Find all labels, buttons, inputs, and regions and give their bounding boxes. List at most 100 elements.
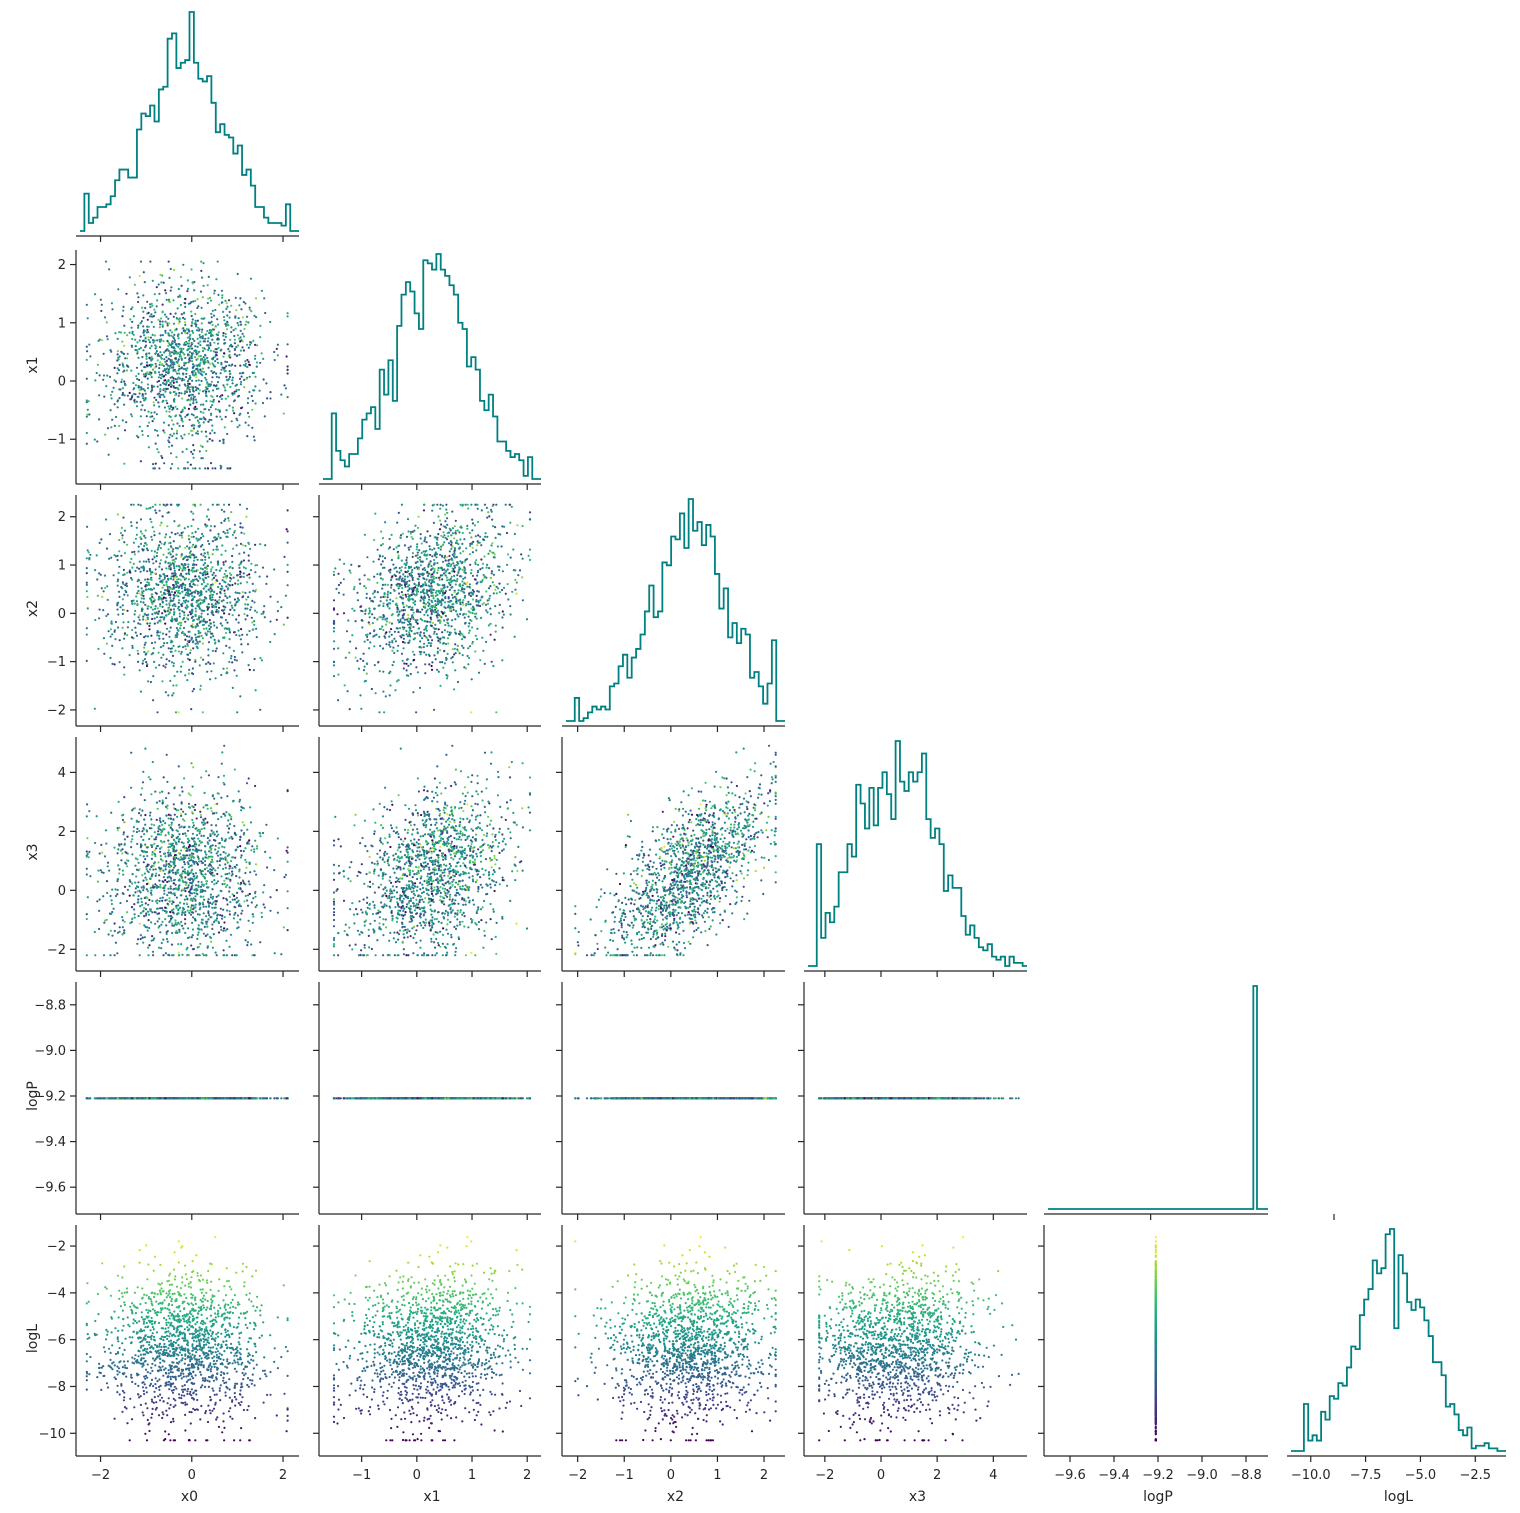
scatter-point: [207, 344, 209, 346]
scatter-point: [144, 307, 146, 309]
scatter-point: [150, 374, 152, 376]
scatter-point: [246, 359, 248, 361]
scatter-point: [261, 290, 263, 292]
scatter-point: [198, 426, 200, 428]
scatter-point: [175, 414, 177, 416]
scatter-point: [209, 322, 211, 324]
scatter-point: [230, 305, 232, 307]
scatter-point: [245, 422, 247, 424]
scatter-point: [229, 373, 231, 375]
scatter-point: [167, 345, 169, 347]
scatter-point: [225, 333, 227, 335]
scatter-point: [220, 395, 222, 397]
scatter-point: [125, 421, 127, 423]
scatter-point: [205, 450, 207, 452]
scatter-point: [215, 351, 217, 353]
scatter-point: [176, 408, 178, 410]
scatter-point: [188, 342, 190, 344]
scatter-point: [131, 321, 133, 323]
scatter-point: [173, 337, 175, 339]
scatter-point: [184, 321, 186, 323]
scatter-point: [287, 396, 289, 398]
scatter-point: [163, 388, 165, 390]
scatter-point: [165, 316, 167, 318]
scatter-point: [197, 369, 199, 371]
scatter-point: [162, 340, 164, 342]
scatter-point: [159, 346, 161, 348]
scatter-point: [144, 346, 146, 348]
scatter-point: [253, 315, 255, 317]
scatter-point: [164, 330, 166, 332]
scatter-point: [191, 325, 193, 327]
scatter-point: [240, 330, 242, 332]
scatter-point: [199, 389, 201, 391]
scatter-point: [97, 364, 99, 366]
scatter-point: [180, 392, 182, 394]
scatter-point: [167, 370, 169, 372]
scatter-point: [141, 320, 143, 322]
scatter-point: [171, 331, 173, 333]
scatter-point: [216, 333, 218, 335]
scatter-point: [208, 367, 210, 369]
scatter-point: [251, 395, 253, 397]
scatter-point: [220, 369, 222, 371]
scatter-point: [181, 313, 183, 315]
scatter-point: [144, 338, 146, 340]
scatter-point: [182, 373, 184, 375]
scatter-point: [186, 389, 188, 391]
scatter-point: [143, 271, 145, 273]
scatter-point: [189, 378, 191, 380]
scatter-point: [178, 337, 180, 339]
scatter-point: [199, 467, 201, 469]
scatter-point: [166, 402, 168, 404]
scatter-point: [259, 325, 261, 327]
scatter-point: [152, 369, 154, 371]
scatter-point: [217, 343, 219, 345]
scatter-point: [86, 443, 88, 445]
scatter-point: [191, 380, 193, 382]
scatter-point: [168, 384, 170, 386]
scatter-point: [152, 463, 154, 465]
scatter-point: [204, 418, 206, 420]
scatter-point: [158, 367, 160, 369]
scatter-point: [146, 326, 148, 328]
scatter-point: [240, 407, 242, 409]
scatter-point: [141, 404, 143, 406]
scatter-point: [229, 467, 231, 469]
scatter-point: [184, 332, 186, 334]
scatter-point: [183, 434, 185, 436]
scatter-point: [117, 288, 119, 290]
scatter-point: [239, 365, 241, 367]
scatter-point: [216, 358, 218, 360]
scatter-point: [136, 341, 138, 343]
scatter-point: [149, 315, 151, 317]
scatter-point: [225, 398, 227, 400]
scatter-point: [152, 420, 154, 422]
scatter-point: [211, 339, 213, 341]
scatter-point: [169, 344, 171, 346]
scatter-point: [195, 320, 197, 322]
scatter-point: [199, 384, 201, 386]
scatter-point: [139, 426, 141, 428]
scatter-point: [188, 433, 190, 435]
scatter-point: [223, 339, 225, 341]
scatter-point: [220, 467, 222, 469]
scatter-point: [104, 316, 106, 318]
scatter-point: [217, 261, 219, 263]
scatter-point: [175, 370, 177, 372]
scatter-point: [153, 418, 155, 420]
scatter-point: [177, 369, 179, 371]
scatter-point: [158, 467, 160, 469]
scatter-point: [240, 350, 242, 352]
scatter-point: [135, 384, 137, 386]
scatter-point: [171, 445, 173, 447]
scatter-point: [96, 372, 98, 374]
scatter-point: [140, 347, 142, 349]
scatter-point: [207, 302, 209, 304]
scatter-point: [122, 371, 124, 373]
scatter-point: [178, 384, 180, 386]
scatter-point: [146, 301, 148, 303]
scatter-point: [151, 387, 153, 389]
scatter-point: [123, 463, 125, 465]
scatter-point: [144, 409, 146, 411]
